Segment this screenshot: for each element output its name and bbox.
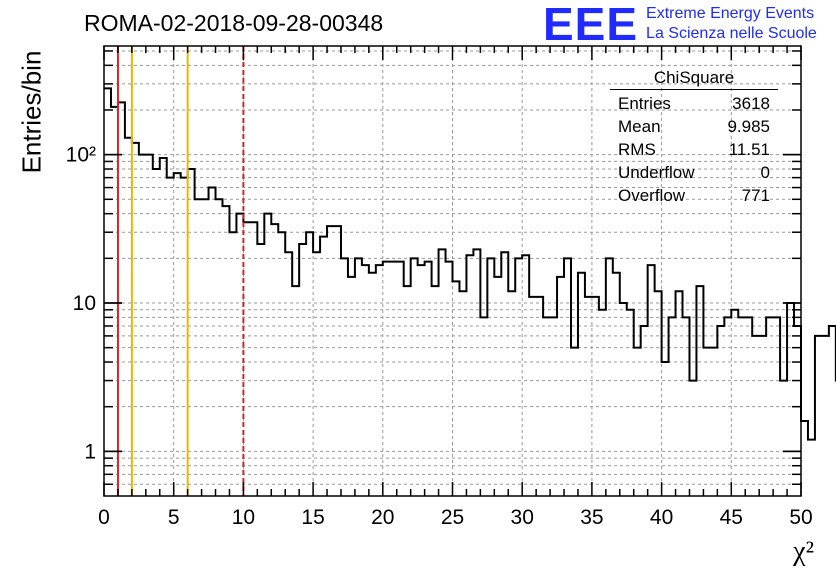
- stats-row: Underflow 0: [610, 161, 778, 184]
- stats-title: ChiSquare: [610, 68, 778, 90]
- stats-label: Entries: [618, 94, 671, 113]
- x-tick-label: 45: [720, 506, 743, 529]
- x-tick-label: 35: [580, 506, 603, 529]
- x-tick-label: 30: [511, 506, 534, 529]
- y-tick-label: 1: [84, 440, 96, 463]
- stats-value: 0: [760, 163, 770, 182]
- y-axis-label: Entries/bin: [16, 50, 47, 174]
- stats-value: 3618: [732, 94, 770, 113]
- stats-label: Underflow: [618, 163, 695, 182]
- stats-value: 771: [741, 186, 770, 205]
- stats-label: Overflow: [618, 186, 686, 205]
- x-tick-label: 50: [789, 506, 812, 529]
- stats-row: Mean 9.985: [610, 115, 778, 138]
- x-tick-label: 15: [301, 506, 324, 529]
- x-tick-label: 5: [168, 506, 180, 529]
- x-tick-label: 25: [441, 506, 464, 529]
- stats-row: Overflow 771: [610, 184, 778, 207]
- stats-box: ChiSquare Entries 3618 Mean 9.985 RMS 11…: [610, 68, 778, 207]
- logo-line-1: Extreme Energy Events: [646, 5, 815, 22]
- logo-line-2: La Scienza nelle Scuole: [646, 25, 817, 42]
- stats-label: Mean: [618, 117, 661, 136]
- y-tick-label: 10: [73, 292, 96, 315]
- y-tick-label: 10²: [66, 144, 96, 167]
- x-tick-label: 20: [371, 506, 394, 529]
- stats-label: RMS: [618, 140, 656, 159]
- logo-text: Extreme Energy Events La Scienza nelle S…: [646, 4, 817, 44]
- x-tick-label: 10: [232, 506, 255, 529]
- logo-mark: EEE: [543, 0, 639, 50]
- stats-value: 11.51: [728, 140, 770, 159]
- eee-logo: EEE Extreme Energy Events La Scienza nel…: [543, 0, 817, 50]
- histogram-series: [104, 87, 836, 441]
- x-tick-label: 40: [650, 506, 673, 529]
- stats-row: RMS 11.51: [610, 138, 778, 161]
- x-axis-label: χ²: [793, 536, 814, 567]
- stats-row: Entries 3618: [610, 92, 778, 115]
- stats-value: 9.985: [727, 117, 770, 136]
- x-tick-label: 0: [98, 506, 110, 529]
- page-title: ROMA-02-2018-09-28-00348: [84, 10, 384, 36]
